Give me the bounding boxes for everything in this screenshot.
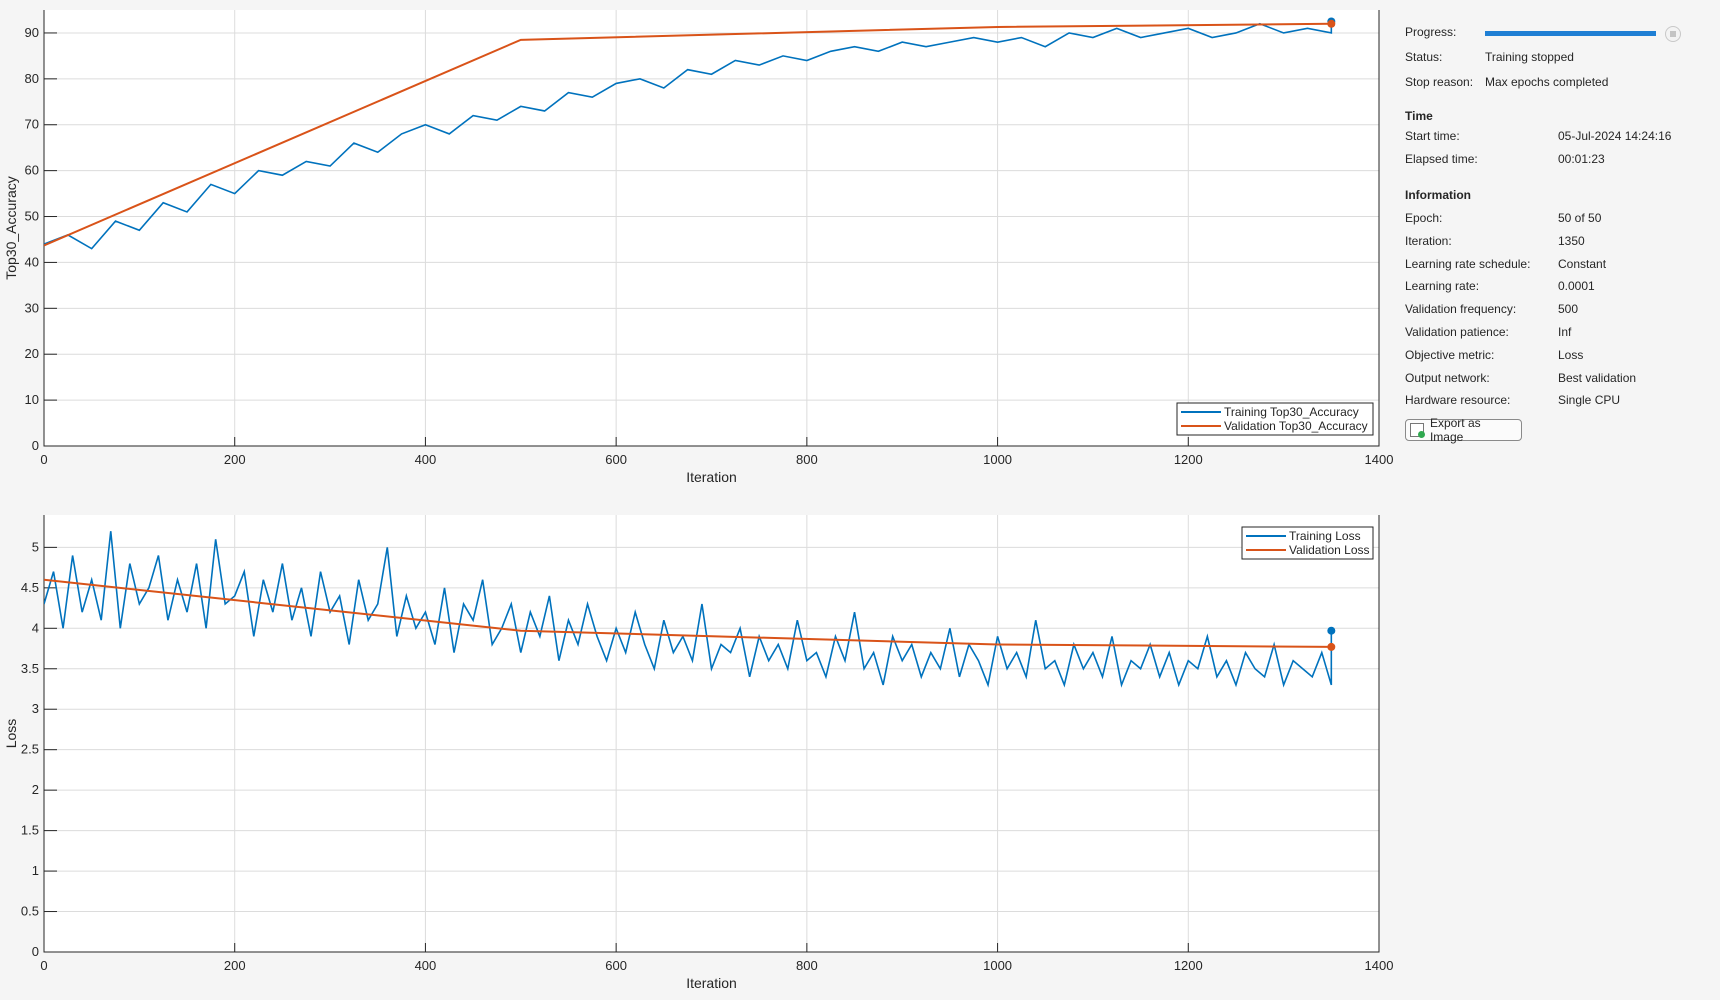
validation-final-point — [1327, 642, 1336, 651]
info-value: 50 of 50 — [1558, 211, 1602, 225]
info-label: Epoch: — [1405, 211, 1443, 225]
y-tick-label: 0.5 — [21, 904, 39, 919]
y-tick-label: 0 — [32, 944, 39, 959]
stop-reason-label: Stop reason: — [1405, 75, 1474, 89]
y-tick-label: 3 — [32, 701, 39, 716]
info-value: Best validation — [1558, 370, 1637, 385]
start-time-label: Start time: — [1405, 129, 1460, 143]
y-tick-label: 60 — [25, 163, 39, 178]
x-tick-label: 200 — [224, 452, 246, 467]
x-tick-label: 1400 — [1365, 958, 1394, 973]
validation-series-line — [44, 578, 1332, 648]
plot-area — [44, 10, 1379, 446]
info-label: Output network: — [1405, 370, 1490, 385]
y-tick-label: 5 — [32, 539, 39, 554]
accuracy-plot: 0 200 400 600 800 1000 1200 1400 0 10 20 30 40 50 60 70… — [3, 10, 1394, 485]
legend-entry: Validation Top30_Accuracy — [1224, 419, 1368, 433]
legend — [1176, 402, 1374, 436]
start-time-value: 05-Jul-2024 14:24:16 — [1558, 129, 1672, 143]
info-label: Objective metric: — [1405, 347, 1495, 362]
x-tick-label: 400 — [415, 452, 437, 467]
validation-final-point — [1327, 19, 1336, 28]
information-heading: Information — [1405, 188, 1471, 202]
info-value: 500 — [1558, 302, 1579, 317]
axes-frame — [43, 10, 1380, 447]
y-tick-label: 40 — [25, 254, 39, 269]
validation-series-line — [44, 22, 1332, 247]
y-tick-label: 0 — [32, 438, 39, 453]
export-as-image-button[interactable]: Export as Image — [1405, 416, 1522, 444]
y-tick-label: 2 — [32, 782, 39, 797]
info-value: Constant — [1558, 256, 1607, 271]
status-value: Training stopped — [1485, 50, 1574, 64]
legend-entry: Training Top30_Accuracy — [1224, 405, 1359, 419]
stop-reason-value: Max epochs completed — [1485, 75, 1609, 89]
elapsed-time-label: Elapsed time: — [1405, 152, 1478, 166]
y-tick-label: 80 — [25, 71, 39, 86]
info-label: Iteration: — [1405, 233, 1452, 248]
x-tick-label: 1000 — [983, 958, 1012, 973]
x-tick-label: 800 — [796, 958, 818, 973]
y-tick-label: 50 — [25, 209, 39, 224]
y-tick-label: 20 — [25, 346, 39, 361]
stop-circle-icon[interactable] — [1665, 26, 1681, 42]
info-value: Single CPU — [1558, 393, 1621, 408]
x-tick-label: 1200 — [1174, 452, 1203, 467]
image-export-icon — [1410, 423, 1425, 438]
legend-entry: Validation Loss — [1289, 543, 1370, 557]
loss-plot: 0 200 400 600 800 1000 1200 1400 0 0.5 1 1.5 2 2.5 3 3.… — [3, 515, 1394, 991]
x-tick-label: 200 — [224, 958, 246, 973]
info-value: 0.0001 — [1558, 279, 1595, 294]
y-tick-label: 4 — [32, 620, 39, 635]
info-value: Loss — [1558, 347, 1584, 362]
plot-area — [44, 515, 1379, 952]
y-axis-label: Loss — [3, 719, 19, 749]
progress-label: Progress: — [1405, 25, 1457, 39]
x-tick-label: 800 — [796, 452, 818, 467]
legend-entry: Training Loss — [1289, 529, 1361, 543]
x-tick-label: 600 — [605, 452, 627, 467]
x-tick-label: 600 — [605, 958, 627, 973]
y-tick-label: 3.5 — [21, 661, 39, 676]
info-value: 1350 — [1558, 233, 1585, 248]
y-axis-label: Top30_Accuracy — [3, 176, 19, 280]
info-label: Hardware resource: — [1405, 393, 1511, 408]
y-tick-label: 30 — [25, 300, 39, 315]
x-tick-label: 1000 — [983, 452, 1012, 467]
y-tick-label: 4.5 — [21, 580, 39, 595]
y-tick-label: 1 — [32, 863, 39, 878]
time-heading: Time — [1405, 109, 1433, 123]
x-tick-label: 0 — [40, 452, 47, 467]
y-tick-label: 10 — [25, 392, 39, 407]
x-tick-label: 1200 — [1174, 958, 1203, 973]
y-tick-label: 2.5 — [21, 742, 39, 757]
y-tick-label: 90 — [25, 25, 39, 40]
axes-frame — [43, 515, 1380, 953]
elapsed-time-value: 00:01:23 — [1558, 152, 1605, 166]
info-value: Inf — [1558, 325, 1572, 339]
x-axis-label: Iteration — [686, 469, 737, 485]
x-axis-label: Iteration — [686, 975, 737, 991]
y-tick-label: 1.5 — [21, 823, 39, 838]
training-final-point — [1327, 626, 1336, 635]
x-tick-label: 400 — [415, 958, 437, 973]
legend — [1241, 526, 1374, 560]
status-label: Status: — [1405, 50, 1443, 64]
x-tick-label: 1400 — [1365, 452, 1394, 467]
info-label: Validation patience: — [1405, 325, 1509, 339]
progress-bar — [1485, 31, 1656, 36]
info-label: Learning rate: — [1405, 279, 1480, 294]
export-label: Export as Image — [1429, 416, 1481, 444]
y-tick-label: 70 — [25, 117, 39, 132]
x-tick-label: 0 — [40, 958, 47, 973]
training-series-line — [44, 531, 1333, 688]
info-label: Learning rate schedule: — [1405, 256, 1531, 271]
info-label: Validation frequency: — [1405, 302, 1517, 317]
